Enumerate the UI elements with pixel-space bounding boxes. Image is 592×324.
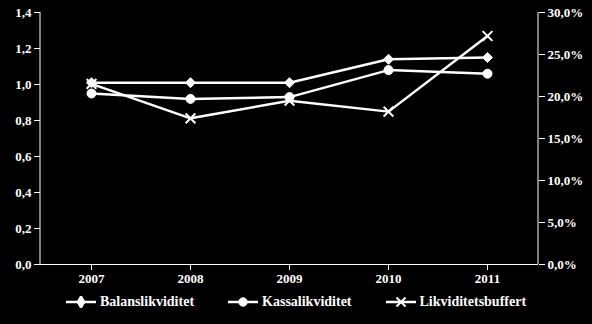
html-text:Balanslikviditet: Balanslikviditet [99, 294, 194, 309]
svg-text:2009: 2009 [277, 271, 304, 286]
svg-text:2007: 2007 [79, 271, 106, 286]
html-text:Kassalikviditet: Kassalikviditet [262, 294, 352, 309]
svg-text:1,4: 1,4 [15, 5, 32, 20]
svg-text:25,0%: 25,0% [548, 47, 584, 62]
svg-text:2011: 2011 [475, 271, 500, 286]
svg-text:30,0%: 30,0% [548, 5, 584, 20]
svg-text:10,0%: 10,0% [548, 173, 584, 188]
html-text:Likviditetsbuffert: Likviditetsbuffert [419, 294, 527, 309]
svg-text:0,6: 0,6 [15, 149, 32, 164]
svg-text:2010: 2010 [376, 271, 402, 286]
svg-text:0,2: 0,2 [15, 221, 31, 236]
svg-text:15,0%: 15,0% [548, 131, 584, 146]
svg-text:0,0%: 0,0% [548, 257, 577, 272]
svg-text:0,8: 0,8 [15, 113, 32, 128]
svg-text:2008: 2008 [178, 271, 205, 286]
svg-text:0,0: 0,0 [15, 257, 31, 272]
svg-text:5,0%: 5,0% [548, 215, 577, 230]
svg-text:0,4: 0,4 [15, 185, 32, 200]
svg-text:1,0: 1,0 [15, 77, 31, 92]
svg-text:1,2: 1,2 [15, 41, 31, 56]
svg-text:20,0%: 20,0% [548, 89, 584, 104]
